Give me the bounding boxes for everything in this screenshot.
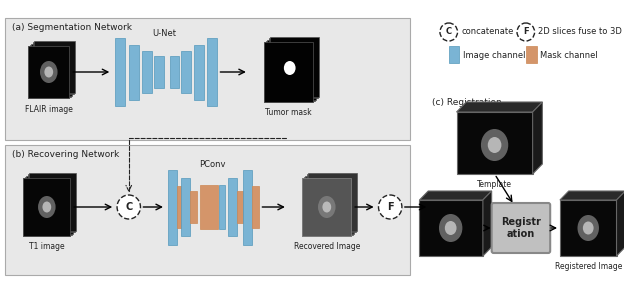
Bar <box>218 185 225 229</box>
Text: C: C <box>445 28 452 36</box>
Text: concatenate: concatenate <box>461 28 514 36</box>
Text: 2D slices fuse to 3D: 2D slices fuse to 3D <box>538 28 622 36</box>
Text: (a) Segmentation Network: (a) Segmentation Network <box>12 23 132 32</box>
Polygon shape <box>532 102 542 174</box>
Text: Registered Image: Registered Image <box>554 262 622 271</box>
Text: PConv: PConv <box>200 160 226 169</box>
Text: U-Net: U-Net <box>152 29 176 38</box>
Ellipse shape <box>284 61 296 75</box>
Text: Template: Template <box>477 180 512 189</box>
Ellipse shape <box>38 196 56 218</box>
Bar <box>560 200 616 256</box>
Ellipse shape <box>577 215 599 241</box>
Text: T1 image: T1 image <box>29 242 65 251</box>
Ellipse shape <box>40 61 58 83</box>
Bar <box>154 56 164 88</box>
Bar <box>207 38 216 106</box>
Ellipse shape <box>488 137 501 153</box>
Circle shape <box>378 195 402 219</box>
Ellipse shape <box>439 214 462 242</box>
Text: F: F <box>523 28 529 36</box>
Polygon shape <box>483 191 492 256</box>
Text: (b) Recovering Network: (b) Recovering Network <box>12 150 119 159</box>
Bar <box>308 173 357 231</box>
Bar <box>228 178 237 236</box>
Ellipse shape <box>445 221 456 235</box>
Bar <box>456 112 532 174</box>
Bar <box>26 175 73 234</box>
Polygon shape <box>456 102 542 112</box>
Bar <box>31 44 72 96</box>
Bar <box>115 38 125 106</box>
Text: F: F <box>387 202 394 212</box>
Bar <box>269 38 317 98</box>
Bar <box>190 191 197 223</box>
Bar <box>28 46 69 98</box>
Bar <box>243 169 252 244</box>
Bar <box>303 178 351 236</box>
Bar <box>307 174 356 233</box>
Bar <box>29 45 71 97</box>
Text: Image channel: Image channel <box>463 51 526 59</box>
Bar <box>5 145 410 275</box>
Bar <box>24 178 70 236</box>
Text: (c) Registration: (c) Registration <box>432 98 502 107</box>
Bar <box>34 41 75 93</box>
Bar <box>29 173 76 231</box>
Circle shape <box>440 23 458 41</box>
Bar <box>33 42 74 94</box>
Polygon shape <box>560 191 625 200</box>
Text: FLAIR image: FLAIR image <box>25 105 73 114</box>
Polygon shape <box>616 191 625 256</box>
Bar <box>170 56 179 88</box>
Ellipse shape <box>318 196 335 218</box>
Bar <box>28 174 75 233</box>
Bar <box>5 18 410 140</box>
Bar <box>129 45 138 100</box>
Bar <box>419 200 483 256</box>
Bar <box>177 186 184 228</box>
Bar <box>268 40 316 100</box>
Bar <box>526 46 536 63</box>
Bar <box>264 42 313 102</box>
Text: Tumor mask: Tumor mask <box>266 108 312 117</box>
Bar <box>303 178 351 236</box>
Bar <box>252 186 259 228</box>
Bar <box>304 177 353 235</box>
Bar <box>237 191 244 223</box>
Bar <box>200 185 218 229</box>
Ellipse shape <box>42 201 51 212</box>
Bar <box>24 178 70 236</box>
Text: C: C <box>125 202 132 212</box>
Bar <box>182 178 190 236</box>
Ellipse shape <box>44 67 53 77</box>
Ellipse shape <box>583 221 593 235</box>
Bar <box>28 46 69 98</box>
Polygon shape <box>419 191 492 200</box>
Bar <box>270 37 319 97</box>
Ellipse shape <box>323 201 331 212</box>
Bar <box>194 45 204 100</box>
Bar <box>25 177 72 235</box>
Bar <box>168 169 177 244</box>
Text: Mask channel: Mask channel <box>540 51 598 59</box>
Bar <box>264 42 313 102</box>
Bar <box>143 51 152 93</box>
Ellipse shape <box>481 129 508 161</box>
Text: Recovered Image: Recovered Image <box>294 242 360 251</box>
FancyBboxPatch shape <box>492 203 550 253</box>
Bar <box>182 51 191 93</box>
Bar <box>449 46 460 63</box>
Circle shape <box>117 195 140 219</box>
Bar <box>266 41 315 101</box>
Text: Registr
ation: Registr ation <box>501 217 541 239</box>
Circle shape <box>517 23 534 41</box>
Bar <box>305 175 354 234</box>
